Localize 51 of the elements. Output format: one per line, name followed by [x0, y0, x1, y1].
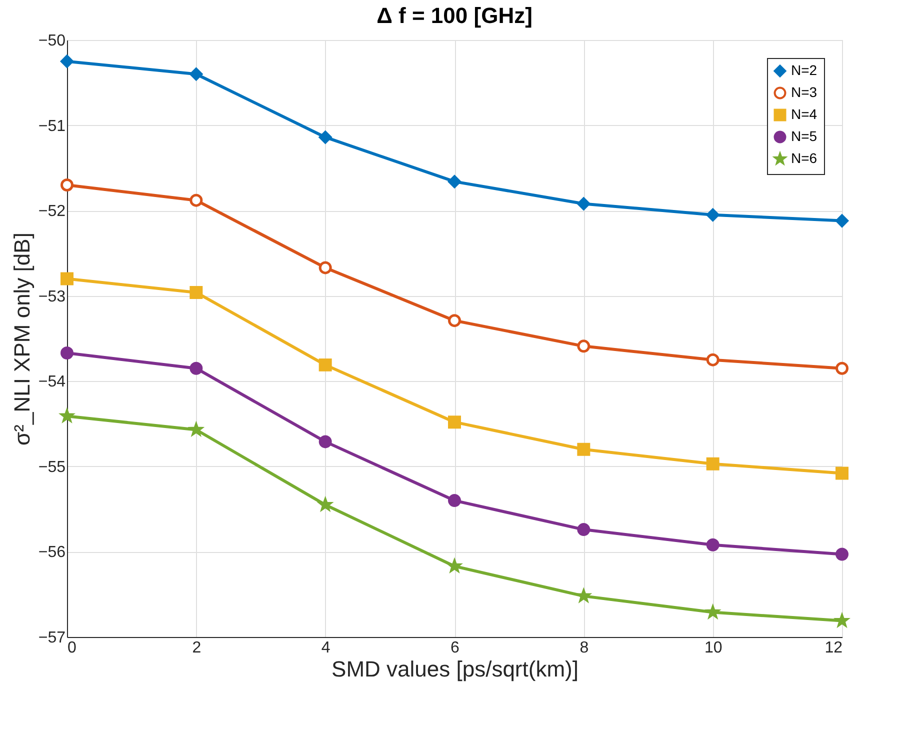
y-tick-label: −53 — [38, 288, 66, 306]
point — [190, 194, 203, 207]
y-tick-label: −50 — [38, 32, 66, 50]
point — [836, 548, 848, 561]
y-tick-label: −52 — [38, 203, 66, 220]
y-tick-label: −54 — [38, 374, 66, 391]
x-tick-label: 10 — [704, 640, 722, 656]
x-axis-title: SMD values [ps/sqrt(km)] — [332, 656, 578, 682]
y-tick-label: −55 — [38, 458, 66, 476]
point — [318, 261, 332, 274]
legend-label: N=2 — [791, 62, 818, 78]
point — [60, 178, 74, 192]
point — [706, 208, 720, 222]
x-tick-label: 0 — [68, 640, 76, 656]
point — [577, 442, 590, 456]
y-tick-label: −51 — [38, 118, 66, 135]
legend-label: N=3 — [791, 84, 818, 100]
y-tick-label: −57 — [38, 630, 66, 646]
point — [836, 362, 848, 375]
x-tick-label: 12 — [824, 640, 843, 656]
y-tick-label: −56 — [38, 544, 66, 562]
point — [448, 494, 461, 508]
legend-label: N=6 — [791, 150, 818, 166]
x-tick-label: 4 — [321, 640, 330, 656]
point — [448, 416, 461, 429]
point — [577, 197, 590, 210]
point — [60, 272, 74, 286]
point — [318, 358, 332, 372]
point — [706, 353, 720, 366]
point — [190, 362, 203, 375]
point — [706, 457, 720, 470]
point — [190, 68, 203, 81]
point — [836, 466, 848, 480]
point — [60, 346, 74, 360]
x-tick-label: 2 — [192, 640, 202, 656]
legend-label: N=4 — [791, 106, 818, 122]
point — [190, 286, 203, 299]
legend-label: N=5 — [791, 128, 818, 144]
point — [836, 214, 848, 228]
chart-title: Δ f = 100 [GHz] — [376, 3, 532, 28]
point — [448, 314, 461, 328]
point — [448, 175, 461, 188]
point — [706, 538, 720, 552]
point — [318, 130, 332, 144]
point — [577, 523, 590, 536]
x-tick-label: 8 — [580, 640, 589, 656]
y-axis-title: σ²_NLI XPM only [dB] — [9, 232, 34, 446]
point — [318, 435, 332, 448]
point — [60, 54, 74, 68]
x-tick-label: 6 — [450, 640, 460, 656]
point — [577, 340, 590, 353]
